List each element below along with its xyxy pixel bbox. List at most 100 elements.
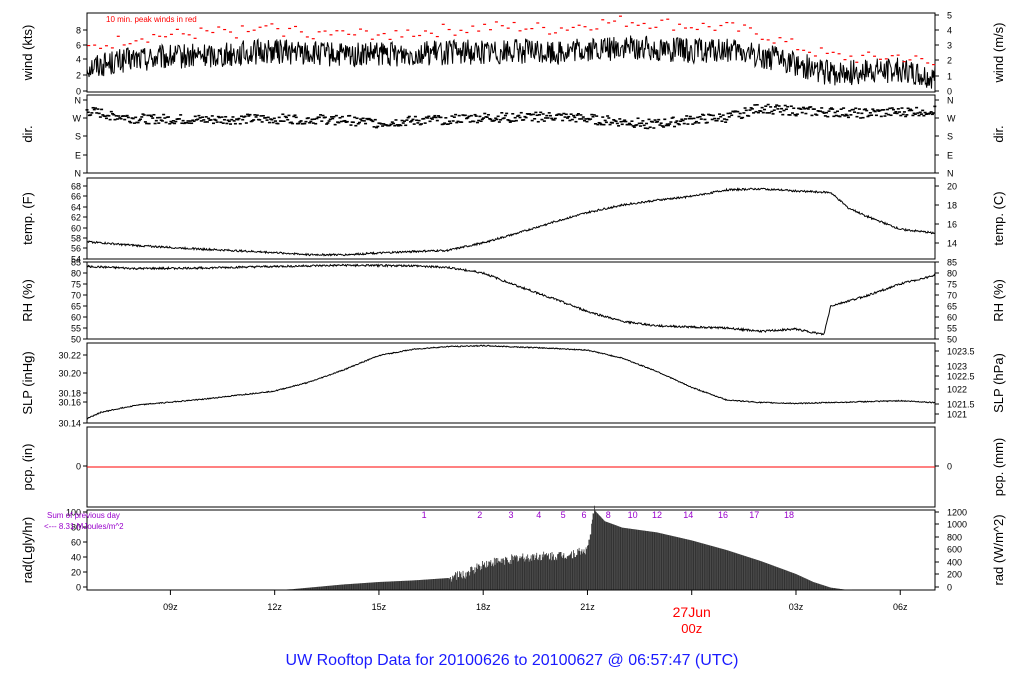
left-tick-label: 60 xyxy=(71,313,81,323)
direction-point xyxy=(345,120,349,123)
peak-wind-point xyxy=(766,39,770,41)
direction-point xyxy=(107,115,111,117)
direction-point xyxy=(540,118,544,121)
direction-point xyxy=(803,107,807,110)
direction-point xyxy=(915,106,919,109)
radiation-hour-label: 18 xyxy=(784,510,794,520)
right-tick-label: 1200 xyxy=(947,508,967,518)
direction-point xyxy=(207,117,211,120)
direction-point xyxy=(637,122,641,125)
peak-wind-point xyxy=(890,55,894,57)
direction-point xyxy=(894,110,898,113)
radiation-hour-label: 2 xyxy=(477,510,482,520)
direction-point xyxy=(795,113,799,115)
peak-wind-point xyxy=(187,34,191,36)
direction-point xyxy=(192,120,196,123)
direction-point xyxy=(111,112,115,115)
direction-point xyxy=(635,124,639,126)
left-tick-label: 30.22 xyxy=(58,351,81,361)
direction-point xyxy=(843,115,847,117)
peak-wind-point xyxy=(370,38,374,40)
direction-point xyxy=(572,114,576,117)
direction-point xyxy=(354,124,358,127)
direction-point xyxy=(547,112,551,114)
direction-point xyxy=(575,114,579,116)
direction-point xyxy=(579,114,583,116)
right-tick-label: 800 xyxy=(947,533,962,543)
direction-point xyxy=(680,118,684,121)
direction-point xyxy=(441,123,445,125)
direction-point xyxy=(349,124,353,126)
panel-rad: 020406080100020040060080010001200rad(Lgl… xyxy=(20,505,1006,593)
left-tick-label: 70 xyxy=(71,291,81,301)
direction-point xyxy=(505,112,509,115)
right-tick-label: 1022 xyxy=(947,385,967,395)
direction-point xyxy=(645,122,649,125)
direction-point xyxy=(849,114,853,116)
direction-point xyxy=(866,115,870,118)
direction-point xyxy=(422,117,426,120)
direction-point xyxy=(856,112,860,114)
direction-point xyxy=(186,120,190,122)
direction-point xyxy=(478,115,482,118)
peak-wind-point xyxy=(435,35,439,38)
peak-wind-point xyxy=(134,40,138,42)
direction-point xyxy=(648,126,652,129)
peak-wind-point xyxy=(819,47,823,49)
direction-point xyxy=(392,122,396,125)
direction-point xyxy=(286,118,290,121)
peak-wind-point xyxy=(110,47,114,49)
direction-point xyxy=(679,120,683,123)
direction-point xyxy=(669,121,673,123)
direction-point xyxy=(92,108,96,111)
left-tick-label: N xyxy=(75,96,82,106)
direction-point xyxy=(209,119,213,121)
direction-point xyxy=(822,112,826,114)
peak-wind-point xyxy=(305,36,309,38)
direction-point xyxy=(793,113,797,116)
direction-point xyxy=(789,105,793,108)
series-direction xyxy=(85,103,937,130)
direction-point xyxy=(653,119,657,121)
direction-point xyxy=(404,124,408,127)
direction-point xyxy=(308,121,312,124)
peak-wind-point xyxy=(471,25,475,27)
direction-point xyxy=(842,107,846,109)
direction-point xyxy=(432,116,436,119)
direction-point xyxy=(794,114,798,117)
direction-point xyxy=(157,122,161,124)
left-tick-label: 0 xyxy=(76,583,81,593)
direction-point xyxy=(845,114,849,117)
direction-point xyxy=(840,114,844,116)
left-tick-label: 54 xyxy=(71,255,81,265)
direction-point xyxy=(775,104,779,106)
direction-point xyxy=(580,118,584,120)
direction-point xyxy=(716,117,720,120)
direction-point xyxy=(473,113,477,116)
direction-point xyxy=(646,127,650,130)
left-axis-label: temp. (F) xyxy=(20,192,35,245)
peak-wind-point xyxy=(524,28,528,30)
direction-point xyxy=(530,119,534,122)
left-tick-label: 75 xyxy=(71,280,81,290)
radiation-hour-label: 6 xyxy=(581,510,586,520)
direction-point xyxy=(786,105,790,108)
direction-point xyxy=(722,118,726,120)
right-tick-label: 75 xyxy=(947,280,957,290)
peak-wind-point xyxy=(926,62,930,64)
direction-point xyxy=(270,118,274,121)
direction-point xyxy=(292,115,296,118)
direction-point xyxy=(826,115,830,118)
direction-point xyxy=(870,114,874,117)
direction-point xyxy=(730,114,734,117)
direction-point xyxy=(887,113,891,116)
direction-point xyxy=(367,117,371,120)
left-tick-label: 60 xyxy=(71,224,81,234)
direction-point xyxy=(232,120,236,122)
direction-point xyxy=(686,123,690,125)
direction-point xyxy=(781,113,785,116)
peak-wind-point xyxy=(607,22,611,24)
direction-point xyxy=(212,122,216,125)
direction-point xyxy=(600,123,604,126)
direction-point xyxy=(388,124,392,127)
